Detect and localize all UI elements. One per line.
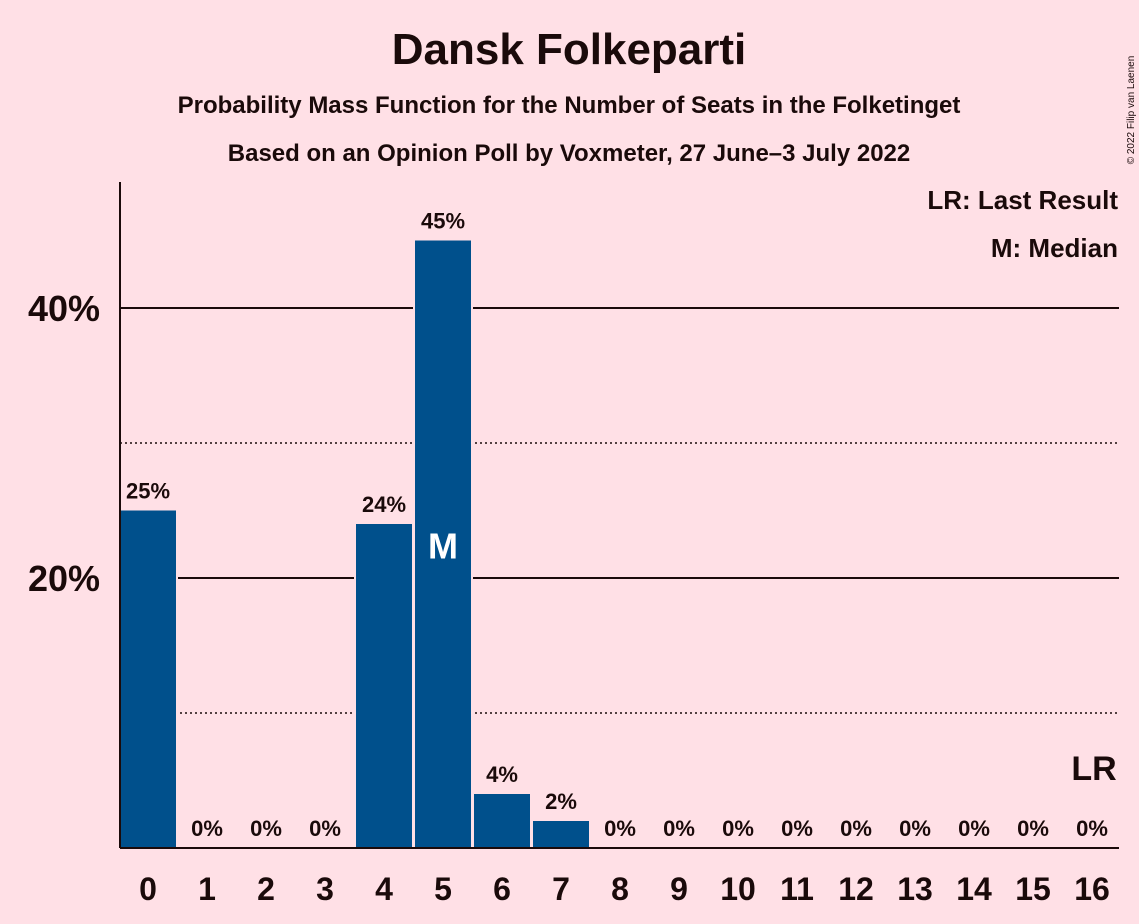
x-tick-label: 4 [375,871,393,907]
legend-entry: M: Median [991,233,1118,263]
gridlines [120,307,1119,714]
y-tick-label: 20% [28,558,100,599]
bar-value-label: 4% [486,762,518,787]
bar-value-label: 0% [191,816,223,841]
bar-value-label: 0% [604,816,636,841]
bar-value-label: 0% [309,816,341,841]
x-tick-label: 10 [720,871,756,907]
x-tick-label: 14 [956,871,992,907]
x-tick-label: 12 [838,871,874,907]
x-tick-label: 8 [611,871,629,907]
bar-value-label: 0% [958,816,990,841]
x-tick-label: 5 [434,871,452,907]
bar-value-label: 0% [1076,816,1108,841]
x-tick-label: 13 [897,871,933,907]
bar-value-label: 0% [1017,816,1049,841]
bar-value-label: 0% [250,816,282,841]
bar-value-label: 0% [781,816,813,841]
legend-entry: LR: Last Result [927,185,1118,215]
bar-seat-0 [120,510,176,848]
x-tick-label: 1 [198,871,216,907]
chart-title: Dansk Folkeparti [392,25,747,74]
y-tick-label: 40% [28,288,100,329]
last-result-marker: LR [1071,750,1116,788]
bar-value-label: 24% [362,492,406,517]
legend: LR: Last Result M: Median [927,185,1118,263]
x-tick-label: 11 [780,871,814,907]
bar-value-label: 0% [663,816,695,841]
bar-seat-7 [533,821,589,848]
x-tick-label: 16 [1074,871,1110,907]
bar-value-label: 25% [126,479,170,504]
bar-value-label: 45% [421,209,465,234]
x-tick-label: 6 [493,871,511,907]
chart-subtitle-2: Based on an Opinion Poll by Voxmeter, 27… [228,140,910,167]
bar-value-label: 2% [545,789,577,814]
x-tick-label: 3 [316,871,334,907]
x-axis: 0 1 2 3 4 5 6 7 8 9 10 11 12 13 14 15 16 [120,847,1119,907]
x-tick-label: 2 [257,871,275,907]
bars: 25% 0% 0% 0% 24% 45% M 4% 2% 0% 0% 0% 0% 0% 0% 0% 0% 0% LR [118,209,1117,848]
bar-value-label: 0% [722,816,754,841]
bar-value-label: 0% [840,816,872,841]
x-tick-label: 7 [552,871,570,907]
bar-seat-5 [415,240,471,848]
x-tick-label: 9 [670,871,688,907]
copyright-notice: © 2022 Filip van Laenen [1126,56,1137,165]
y-axis: 20% 40% [28,182,121,848]
x-tick-label: 15 [1015,871,1051,907]
x-tick-label: 0 [139,871,157,907]
chart-subtitle-1: Probability Mass Function for the Number… [178,92,961,119]
median-marker: M [428,526,458,567]
bar-value-label: 0% [899,816,931,841]
bar-seat-4 [356,524,412,848]
bar-seat-6 [474,794,530,848]
